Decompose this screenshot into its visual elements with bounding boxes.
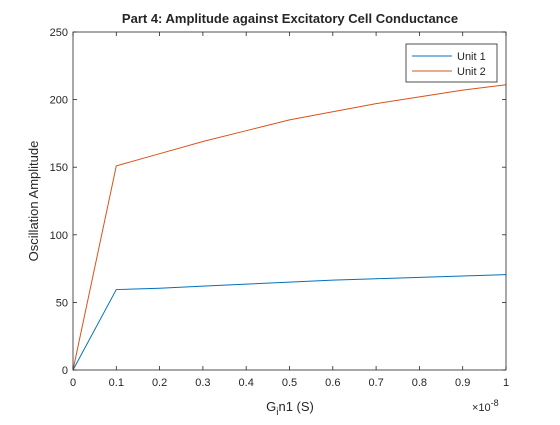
legend: Unit 1 Unit 2 <box>405 43 498 83</box>
x-tick-label: 0.1 <box>109 377 124 389</box>
legend-label-unit-2: Unit 2 <box>457 66 486 78</box>
y-axis-label: Oscillation Amplitude <box>26 141 41 262</box>
legend-box <box>405 43 498 83</box>
series-line-unit-2 <box>72 84 507 371</box>
x-tick-label: 0.7 <box>368 377 383 389</box>
series-line-unit-1 <box>72 274 507 371</box>
x-tick-label: 1 <box>503 377 509 389</box>
x-axis-exponent: ×10-8 <box>472 398 499 414</box>
y-tick-label: 0 <box>62 365 68 377</box>
y-tick-label: 100 <box>50 230 68 242</box>
y-tick-label: 50 <box>56 297 68 309</box>
x-axis-exponent-power: -8 <box>491 398 499 408</box>
x-tick-label: 0.6 <box>325 377 340 389</box>
y-tick-label: 150 <box>50 162 68 174</box>
x-tick-label: 0.2 <box>152 377 167 389</box>
x-axis-label-rest: n1 (S) <box>278 399 313 414</box>
x-tick-label: 0.4 <box>239 377 254 389</box>
legend-label-unit-1: Unit 1 <box>457 51 486 63</box>
x-tick-label: 0.3 <box>195 377 210 389</box>
x-axis-label-subscript: i <box>276 407 278 418</box>
x-tick-label: 0.8 <box>412 377 427 389</box>
x-axis-exponent-base: ×10 <box>472 402 491 414</box>
y-tick-label: 250 <box>50 27 68 39</box>
x-tick-label: 0.9 <box>455 377 470 389</box>
x-axis-label-main: G <box>266 399 276 414</box>
x-tick-label: 0 <box>70 377 76 389</box>
x-tick-label: 0.5 <box>282 377 297 389</box>
chart-title: Part 4: Amplitude against Excitatory Cel… <box>122 11 458 26</box>
x-axis-label: Gin1 (S) <box>266 399 314 418</box>
plot-area <box>73 32 506 370</box>
y-tick-label: 200 <box>50 95 68 107</box>
